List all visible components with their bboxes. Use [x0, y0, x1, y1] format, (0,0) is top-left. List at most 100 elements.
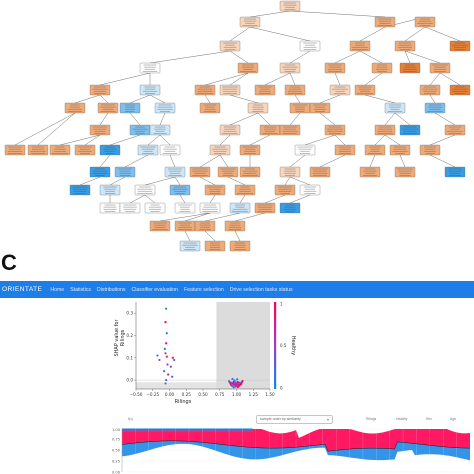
tree-node[interactable] [137, 144, 159, 156]
tree-node[interactable] [419, 84, 441, 96]
tree-node[interactable] [254, 84, 276, 96]
tree-node[interactable] [134, 184, 156, 196]
tree-node[interactable] [164, 166, 186, 178]
scatter-point[interactable] [228, 380, 231, 383]
tree-node[interactable] [219, 124, 241, 136]
tree-node[interactable] [99, 202, 121, 214]
app-brand[interactable]: ORIENTATE [2, 286, 43, 293]
tree-node[interactable] [394, 40, 416, 52]
tree-node[interactable] [199, 102, 221, 114]
tree-node[interactable] [64, 102, 86, 114]
tree-node[interactable] [174, 202, 196, 214]
tree-node[interactable] [449, 84, 471, 96]
scatter-point[interactable] [241, 379, 244, 383]
scatter-point[interactable] [171, 356, 174, 359]
nav-statistics[interactable]: Statistics [70, 286, 91, 293]
tree-node[interactable] [444, 124, 466, 136]
tree-node[interactable] [384, 102, 406, 114]
tree-node[interactable] [394, 166, 416, 178]
tree-node[interactable] [299, 40, 321, 52]
tree-node[interactable] [299, 184, 321, 196]
tree-node[interactable] [229, 202, 251, 214]
tree-node[interactable] [279, 62, 301, 74]
tree-node[interactable] [219, 84, 241, 96]
scatter-point[interactable] [233, 383, 236, 386]
tree-node[interactable] [204, 240, 226, 252]
tree-node[interactable] [247, 102, 269, 114]
tree-node[interactable] [389, 144, 411, 156]
tree-node[interactable] [237, 62, 259, 74]
tree-node[interactable] [429, 62, 451, 74]
tree-node[interactable] [424, 102, 446, 114]
tree-node[interactable] [114, 166, 136, 178]
tree-node[interactable] [399, 62, 421, 74]
toolbar-label-rilings[interactable]: Rilings [366, 417, 377, 421]
tree-node[interactable] [89, 84, 111, 96]
tree-node[interactable] [309, 102, 331, 114]
toolbar-label-healthy[interactable]: Healthy [396, 417, 408, 421]
tree-node[interactable] [371, 62, 393, 74]
tree-node[interactable] [354, 84, 376, 96]
tree-node[interactable] [279, 124, 301, 136]
tree-node[interactable] [259, 124, 281, 136]
tree-node[interactable] [359, 166, 381, 178]
tree-node[interactable] [119, 202, 141, 214]
scatter-point[interactable] [239, 383, 242, 386]
tree-node[interactable] [27, 144, 49, 156]
tree-node[interactable] [414, 16, 436, 28]
tree-node[interactable] [219, 40, 241, 52]
scatter-point[interactable] [232, 386, 235, 389]
nav-feature-selection[interactable]: Feature selection [183, 286, 224, 293]
tree-node[interactable] [217, 166, 239, 178]
scatter-point[interactable] [166, 363, 169, 366]
nav-classifier-evaluation[interactable]: Classifier evaluation [131, 286, 178, 293]
tree-node[interactable] [74, 144, 96, 156]
tree-node[interactable] [234, 184, 256, 196]
tree-node[interactable] [419, 144, 441, 156]
scatter-point[interactable] [165, 307, 168, 310]
scatter-point[interactable] [165, 355, 168, 358]
scatter-point[interactable] [167, 373, 170, 376]
tree-node[interactable] [329, 84, 351, 96]
scatter-point[interactable] [169, 365, 172, 368]
scatter-point[interactable] [164, 352, 167, 355]
tree-node[interactable] [284, 84, 306, 96]
tree-node[interactable] [159, 144, 181, 156]
tree-node[interactable] [149, 124, 171, 136]
tree-node[interactable] [97, 102, 119, 114]
tree-node[interactable] [139, 84, 161, 96]
scatter-point[interactable] [236, 378, 239, 381]
tree-node[interactable] [224, 220, 246, 232]
tree-node[interactable] [279, 0, 301, 12]
scatter-point[interactable] [233, 379, 236, 382]
tree-node[interactable] [444, 166, 466, 178]
scatter-point[interactable] [158, 358, 161, 362]
tree-node[interactable] [449, 40, 471, 52]
tree-node[interactable] [239, 16, 261, 28]
tree-node[interactable] [274, 184, 296, 196]
tree-node[interactable] [324, 124, 346, 136]
tree-node[interactable] [89, 166, 111, 178]
tree-node[interactable] [139, 62, 161, 74]
nav-home[interactable]: Home [50, 286, 65, 293]
tree-node[interactable] [89, 124, 111, 136]
toolbar-label-age[interactable]: Age [450, 417, 457, 421]
tree-node[interactable] [194, 220, 216, 232]
scatter-point[interactable] [163, 347, 166, 350]
tree-node[interactable] [374, 124, 396, 136]
nav-drive-selection-tasks-status[interactable]: Drive selection tasks status [229, 286, 293, 293]
scatter-point[interactable] [236, 380, 239, 384]
tree-node[interactable] [149, 220, 171, 232]
scatter-point[interactable] [164, 320, 167, 324]
tree-node[interactable] [254, 202, 276, 214]
tree-node[interactable] [279, 202, 301, 214]
scatter-point[interactable] [165, 378, 168, 382]
scatter-point[interactable] [163, 370, 166, 373]
ordering-select[interactable]: sample order by similarity ▾ [256, 415, 333, 424]
scatter-point[interactable] [231, 377, 234, 381]
tree-node[interactable] [189, 166, 211, 178]
scatter-point[interactable] [165, 332, 168, 335]
tree-node[interactable] [294, 144, 316, 156]
tree-node[interactable] [49, 144, 71, 156]
toolbar-label-fx[interactable]: f(x) [128, 417, 133, 421]
